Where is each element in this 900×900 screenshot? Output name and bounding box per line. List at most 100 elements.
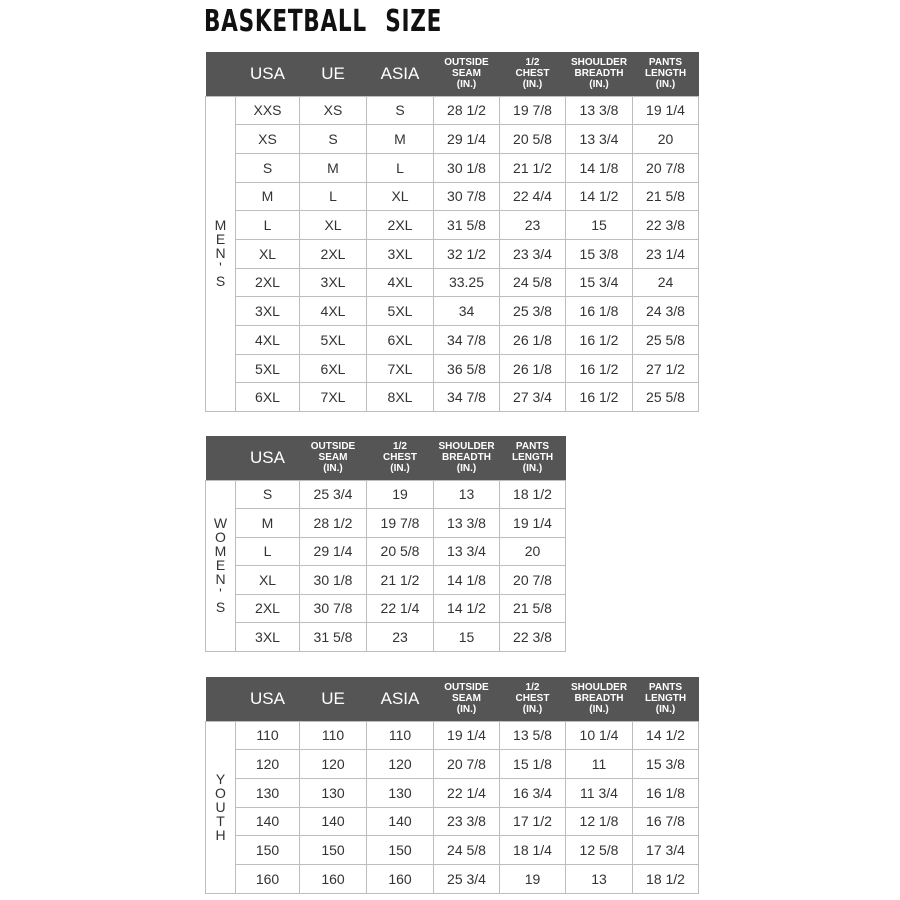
table-cell: XL bbox=[235, 238, 300, 269]
table-cell: XXS bbox=[235, 95, 300, 126]
table-cell: 130 bbox=[299, 777, 367, 808]
table-cell: 25 3/4 bbox=[299, 479, 367, 509]
table-cell: 160 bbox=[235, 863, 300, 894]
header-row: USA UE ASIA OUTSIDE SEAM (IN.) 1/2 CHEST (IN… bbox=[205, 677, 699, 721]
table-cell: 7XL bbox=[299, 382, 367, 413]
table-cell: 13 3/8 bbox=[433, 508, 500, 538]
table-cell: 15 1/8 bbox=[499, 749, 566, 779]
table-cell: 4XL bbox=[235, 325, 300, 355]
table-cell: 15 3/8 bbox=[632, 749, 699, 779]
category-label: YOUTH bbox=[212, 770, 229, 841]
table-cell: M bbox=[299, 152, 367, 183]
table-cell: L bbox=[366, 152, 434, 183]
table-cell: 150 bbox=[366, 835, 434, 865]
table-cell: 24 5/8 bbox=[499, 267, 566, 298]
table-cell: 20 bbox=[632, 124, 699, 154]
table-cell: 27 3/4 bbox=[499, 382, 566, 413]
table-row: 160 160 160 25 3/4 19 13 18 1/2 bbox=[206, 863, 699, 894]
table-row: S M L 30 1/8 21 1/2 14 1/8 20 7/8 bbox=[206, 152, 699, 183]
mens-size-table: USA UE ASIA OUTSIDE SEAM (IN.) 1/2 CHEST (IN… bbox=[205, 52, 699, 413]
table-cell: 23 bbox=[366, 622, 434, 652]
table-cell: 23 bbox=[499, 210, 566, 240]
table-cell: 19 7/8 bbox=[366, 508, 434, 538]
column-header: PANTS LENGTH (IN.) bbox=[499, 436, 566, 480]
category-label: WOMEN'S bbox=[212, 515, 229, 613]
table-cell: 16 1/2 bbox=[565, 382, 633, 413]
table-cell: 140 bbox=[299, 806, 367, 837]
table-row: 5XL 6XL 7XL 36 5/8 26 1/8 16 1/2 27 1/2 bbox=[206, 353, 699, 384]
table-cell: 24 5/8 bbox=[433, 835, 500, 865]
table-cell: 28 1/2 bbox=[299, 508, 367, 538]
table-cell: 22 3/8 bbox=[632, 210, 699, 240]
table-cell: 8XL bbox=[366, 382, 434, 413]
table-row: 150 150 150 24 5/8 18 1/4 12 5/8 17 3/4 bbox=[206, 835, 699, 865]
table-row: 2XL 30 7/8 22 1/4 14 1/2 21 5/8 bbox=[206, 593, 566, 623]
table-row: 130 130 130 22 1/4 16 3/4 11 3/4 16 1/8 bbox=[206, 777, 699, 808]
table-cell: XS bbox=[235, 124, 300, 154]
table-cell: 16 3/4 bbox=[499, 777, 566, 808]
table-row: 3XL 31 5/8 23 15 22 3/8 bbox=[206, 622, 566, 652]
column-header: OUTSIDE SEAM (IN.) bbox=[299, 436, 367, 480]
table-cell: M bbox=[235, 508, 300, 538]
table-cell: 25 3/4 bbox=[433, 863, 500, 894]
table-row: XL 30 1/8 21 1/2 14 1/8 20 7/8 bbox=[206, 565, 566, 595]
table-cell: 21 5/8 bbox=[499, 593, 566, 623]
table-cell: 150 bbox=[235, 835, 300, 865]
column-header: UE bbox=[299, 677, 367, 721]
table-cell: S bbox=[235, 152, 300, 183]
table-cell: 7XL bbox=[366, 353, 434, 384]
table-row: L XL 2XL 31 5/8 23 15 22 3/8 bbox=[206, 210, 699, 240]
table-cell: 22 1/4 bbox=[366, 593, 434, 623]
table-cell: 4XL bbox=[366, 267, 434, 298]
table-cell: 110 bbox=[235, 720, 300, 751]
table-cell: 14 1/8 bbox=[433, 565, 500, 595]
header-row: USA UE ASIA OUTSIDE SEAM (IN.) 1/2 CHEST (IN… bbox=[205, 52, 699, 96]
table-cell: 30 7/8 bbox=[433, 181, 500, 212]
table-cell: 21 5/8 bbox=[632, 181, 699, 212]
column-header: USA bbox=[235, 52, 300, 96]
table-cell: 19 1/4 bbox=[632, 95, 699, 126]
table-cell: 22 3/8 bbox=[499, 622, 566, 652]
table-cell: 5XL bbox=[366, 296, 434, 326]
womens-size-table: USA OUTSIDE SEAM (IN.) 1/2 CHEST (IN.) SHOU… bbox=[205, 436, 566, 652]
table-cell: 3XL bbox=[235, 622, 300, 652]
table-cell: 12 5/8 bbox=[565, 835, 633, 865]
table-cell: M bbox=[366, 124, 434, 154]
table-cell: 19 7/8 bbox=[499, 95, 566, 126]
column-header: ASIA bbox=[366, 677, 434, 721]
column-header: SHOULDER BREADTH (IN.) bbox=[565, 677, 633, 721]
table-cell: 2XL bbox=[235, 267, 300, 298]
table-row: M L XL 30 7/8 22 4/4 14 1/2 21 5/8 bbox=[206, 181, 699, 212]
table-cell: 3XL bbox=[366, 238, 434, 269]
table-cell: 24 3/8 bbox=[632, 296, 699, 326]
table-cell: 20 7/8 bbox=[499, 565, 566, 595]
column-header: OUTSIDE SEAM (IN.) bbox=[433, 52, 500, 96]
table-cell: 10 1/4 bbox=[565, 720, 633, 751]
table-cell: 31 5/8 bbox=[299, 622, 367, 652]
table-cell: 21 1/2 bbox=[499, 152, 566, 183]
table-cell: 32 1/2 bbox=[433, 238, 500, 269]
table-cell: 28 1/2 bbox=[433, 95, 500, 126]
header-row: USA OUTSIDE SEAM (IN.) 1/2 CHEST (IN.) SHOU… bbox=[205, 436, 566, 480]
table-row: 4XL 5XL 6XL 34 7/8 26 1/8 16 1/2 25 5/8 bbox=[206, 325, 699, 355]
table-cell: 24 bbox=[632, 267, 699, 298]
table-cell: 140 bbox=[366, 806, 434, 837]
column-header: USA bbox=[235, 436, 300, 480]
table-cell: 19 bbox=[366, 479, 434, 509]
table-row: XS S M 29 1/4 20 5/8 13 3/4 20 bbox=[206, 124, 699, 154]
table-cell: 20 5/8 bbox=[366, 536, 434, 566]
table-cell: 14 1/2 bbox=[565, 181, 633, 212]
page-title: BASKETBALL SIZE bbox=[204, 4, 443, 39]
table-cell: 3XL bbox=[299, 267, 367, 298]
table-cell: 27 1/2 bbox=[632, 353, 699, 384]
table-cell: 5XL bbox=[235, 353, 300, 384]
table-cell: 110 bbox=[366, 720, 434, 751]
header-blank bbox=[205, 436, 236, 480]
table-cell: 18 1/2 bbox=[499, 479, 566, 509]
table-cell: 21 1/2 bbox=[366, 565, 434, 595]
table-cell: 31 5/8 bbox=[433, 210, 500, 240]
table-row: M 28 1/2 19 7/8 13 3/8 19 1/4 bbox=[206, 508, 566, 538]
column-header: PANTS LENGTH (IN.) bbox=[632, 677, 699, 721]
table-cell: 5XL bbox=[299, 325, 367, 355]
table-cell: 34 7/8 bbox=[433, 325, 500, 355]
